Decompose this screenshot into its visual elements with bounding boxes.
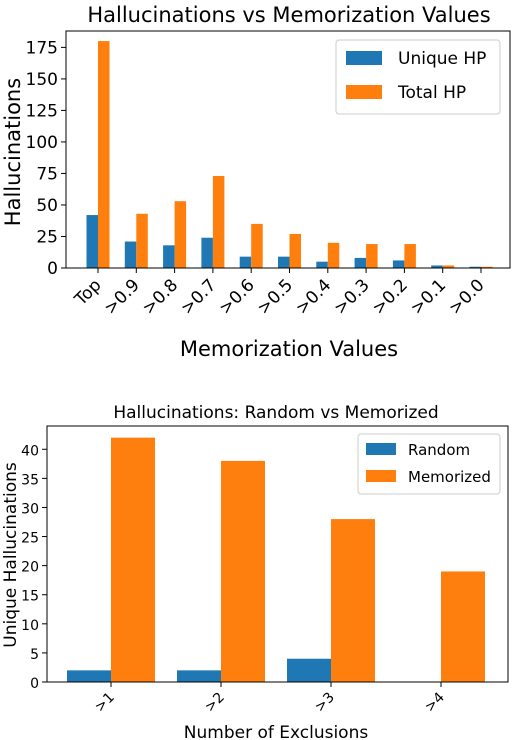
y-tick-label-30: 30 (21, 501, 39, 517)
y-tick-label-5: 5 (30, 647, 39, 663)
y-tick-label-20: 20 (21, 560, 39, 576)
x-tick-label-0-6: >0.6 (215, 275, 258, 318)
chart-1-x-axis-label: Memorization Values (180, 337, 398, 361)
x-tick-label-4: >4 (422, 689, 448, 715)
y-tick-label-150: 150 (26, 70, 58, 90)
legend-swatch-random (366, 443, 396, 455)
x-tick-label-0-3: >0.3 (330, 275, 373, 318)
y-tick-label-100: 100 (26, 133, 58, 153)
chart-1-y-axis-label: Hallucinations (1, 78, 25, 226)
bar-total-hp-0-5 (289, 233, 301, 268)
chart-2: Hallucinations: Random vs Memorized Numb… (1, 403, 509, 740)
x-tick-label-0-5: >0.5 (254, 275, 297, 318)
x-tick-label-0-0: >0.0 (445, 275, 488, 318)
chart-1-title: Hallucinations vs Memorization Values (87, 3, 490, 27)
bar-memorized-1 (111, 437, 155, 682)
bar-memorized-4 (441, 571, 485, 682)
chart-2-x-axis-label: Number of Exclusions (184, 723, 369, 740)
y-tick-label-75: 75 (36, 164, 58, 184)
bar-total-hp-0-7 (212, 175, 225, 268)
chart-1-plot-frame (65, 30, 511, 269)
bar-unique-hp-0-2 (392, 260, 405, 268)
x-tick-label-2: >2 (202, 690, 228, 716)
legend-swatch-memorized (366, 470, 396, 482)
chart-2-y-axis-label: Unique Hallucinations (1, 462, 21, 648)
x-tick-label-0-1: >0.1 (407, 275, 450, 318)
y-tick-label-50: 50 (36, 196, 58, 216)
legend-label-memorized: Memorized (408, 468, 491, 486)
bar-unique-hp-0-0 (469, 266, 481, 268)
chart-1-legend: Unique HP Total HP (335, 39, 501, 115)
chart-2-legend: Random Memorized (357, 433, 501, 495)
y-tick-label-35: 35 (21, 472, 39, 488)
bar-total-hp-0-3 (366, 244, 378, 268)
y-tick-label-40: 40 (21, 443, 39, 459)
bar-memorized-3 (331, 519, 375, 682)
chart-2-title: Hallucinations: Random vs Memorized (113, 403, 438, 423)
bar-unique-hp-0-6 (239, 256, 252, 268)
x-tick-label-3: >3 (312, 690, 338, 716)
bar-unique-hp-0-3 (354, 257, 367, 268)
y-tick-label-25: 25 (36, 227, 58, 247)
bar-unique-hp-0-9 (124, 241, 137, 268)
y-tick-label-15: 15 (21, 589, 39, 605)
bar-total-hp-0-2 (404, 244, 416, 268)
legend-label-random: Random (408, 441, 470, 459)
bar-total-hp-0-8 (174, 201, 187, 268)
bar-unique-hp-top (86, 215, 98, 268)
legend-swatch-unique-hp (346, 51, 382, 65)
chart-2-plot-frame (46, 425, 509, 683)
bar-unique-hp-0-8 (163, 245, 175, 268)
bar-total-hp-top (98, 41, 110, 268)
y-tick-label-25: 25 (21, 531, 39, 547)
bar-unique-hp-0-7 (201, 237, 213, 268)
x-tick-label-0-4: >0.4 (292, 275, 335, 318)
bar-total-hp-0-6 (251, 223, 263, 268)
bar-memorized-2 (221, 460, 265, 682)
legend-label-total-hp: Total HP (397, 83, 466, 103)
x-tick-label-0-8: >0.8 (139, 275, 182, 318)
x-tick-label-1: >1 (92, 690, 118, 716)
y-tick-label-0: 0 (47, 259, 58, 279)
legend-label-unique-hp: Unique HP (398, 49, 486, 69)
x-tick-label-0-2: >0.2 (369, 275, 412, 318)
bar-total-hp-0-1 (442, 265, 455, 268)
y-tick-label-0: 0 (30, 676, 39, 692)
y-tick-label-175: 175 (26, 38, 58, 58)
chart-1: Hallucinations vs Memorization Values Me… (1, 3, 511, 361)
bar-total-hp-0-0 (481, 266, 493, 268)
bar-random-3 (287, 658, 331, 682)
bar-random-2 (177, 670, 221, 682)
x-tick-label-0-7: >0.7 (177, 275, 220, 318)
bar-total-hp-0-9 (136, 213, 148, 268)
bar-random-1 (67, 670, 111, 682)
x-tick-label-0-9: >0.9 (101, 275, 144, 318)
y-tick-label-125: 125 (26, 101, 58, 121)
legend-swatch-total-hp (346, 85, 382, 99)
bar-unique-hp-0-4 (316, 261, 328, 268)
bar-unique-hp-0-1 (431, 265, 443, 268)
bar-unique-hp-0-5 (278, 256, 290, 268)
bar-total-hp-0-4 (327, 242, 340, 268)
y-tick-label-10: 10 (21, 618, 39, 634)
